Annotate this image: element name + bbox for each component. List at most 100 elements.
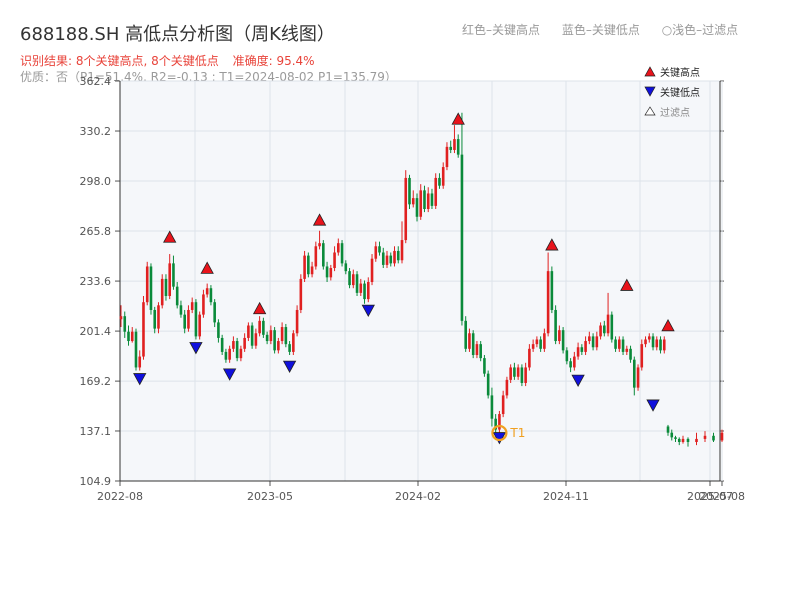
candle — [595, 331, 599, 351]
candle — [475, 341, 479, 359]
candle — [603, 320, 606, 337]
candle — [288, 341, 291, 356]
candle — [686, 437, 690, 447]
candle — [426, 187, 430, 213]
candle-body — [179, 305, 183, 315]
candle-body — [378, 246, 381, 253]
legend-entry: 过滤点 — [660, 106, 690, 119]
legend-light-text: ○浅色–过滤点 — [661, 23, 739, 37]
candle-body — [292, 333, 295, 352]
candle — [659, 336, 662, 354]
candle — [703, 431, 707, 443]
t1-label: T1 — [509, 426, 525, 440]
candle-body — [258, 320, 261, 334]
candle — [644, 336, 647, 348]
candle-body — [509, 367, 512, 380]
candle-body — [430, 193, 434, 206]
candle-body — [490, 395, 494, 419]
candle-body — [329, 268, 333, 278]
candle — [610, 311, 614, 343]
y-tick-label: 265.8 — [80, 225, 112, 238]
candle — [546, 252, 550, 337]
key-low-marker — [571, 374, 585, 387]
candle-body — [498, 414, 501, 430]
candle — [198, 311, 201, 340]
candle — [498, 410, 501, 433]
candle-body — [614, 339, 617, 349]
candle — [483, 355, 486, 377]
candle — [445, 142, 449, 171]
candle — [310, 261, 314, 278]
candle-body — [636, 367, 640, 388]
candle-body — [385, 255, 389, 265]
candle — [453, 125, 456, 154]
candle-body — [127, 331, 130, 342]
candle-body — [632, 359, 636, 388]
candle-body — [145, 266, 149, 303]
candle — [584, 336, 587, 356]
candle — [438, 173, 441, 189]
candle — [303, 250, 306, 283]
key-high-marker — [661, 318, 675, 332]
candle-body — [243, 337, 246, 349]
candle — [385, 250, 389, 269]
candle-body — [543, 333, 546, 349]
candle — [614, 336, 617, 352]
candle — [591, 333, 595, 351]
candle-body — [168, 263, 172, 296]
candle-body — [175, 286, 179, 306]
page-title: 688188.SH 高低点分析图（周K线图） — [20, 24, 335, 45]
candle — [295, 305, 299, 337]
candle-body — [588, 336, 591, 342]
candle — [580, 344, 584, 356]
candle — [662, 336, 666, 354]
candle — [322, 240, 325, 270]
candle — [351, 269, 355, 289]
candle — [674, 435, 677, 443]
candle — [172, 255, 175, 290]
candle — [239, 345, 243, 362]
candle-body — [149, 266, 153, 310]
candle-body — [408, 177, 411, 205]
candle-body — [546, 271, 550, 334]
candle-body — [603, 325, 606, 334]
candle-body — [393, 250, 396, 264]
candle — [187, 305, 190, 332]
candle — [606, 292, 610, 337]
candle-body — [389, 255, 393, 264]
candle-body — [344, 263, 348, 272]
candle — [677, 437, 681, 446]
candle — [348, 268, 351, 289]
candle — [370, 254, 374, 286]
key-low-marker — [282, 360, 297, 373]
candle-body — [681, 438, 685, 443]
legend-entry: 关键低点 — [660, 86, 700, 99]
candle-body — [539, 339, 542, 349]
candle — [471, 330, 475, 359]
candle-body — [205, 288, 209, 295]
candle-body — [558, 330, 561, 342]
candle — [134, 328, 138, 371]
candle — [153, 306, 157, 334]
candle — [396, 246, 400, 264]
candle-body — [415, 198, 419, 217]
candle — [576, 342, 580, 360]
candle — [423, 185, 426, 213]
candle — [333, 246, 336, 272]
candle — [573, 351, 576, 371]
candle — [531, 339, 535, 352]
candle-body — [299, 278, 303, 310]
key-high-marker — [200, 261, 214, 274]
candle-body — [438, 177, 441, 186]
candle-body — [269, 330, 273, 342]
x-tick-label: 2025-07 — [687, 490, 733, 503]
candle — [220, 334, 224, 356]
legend-red-text: 红色–关键高点 — [462, 23, 541, 37]
candle — [130, 327, 134, 343]
candle — [621, 336, 625, 356]
legend-low-icon — [644, 86, 656, 97]
candle — [720, 429, 724, 443]
candle-body — [250, 325, 254, 346]
candle-body — [494, 418, 497, 430]
candle-body — [172, 263, 175, 287]
